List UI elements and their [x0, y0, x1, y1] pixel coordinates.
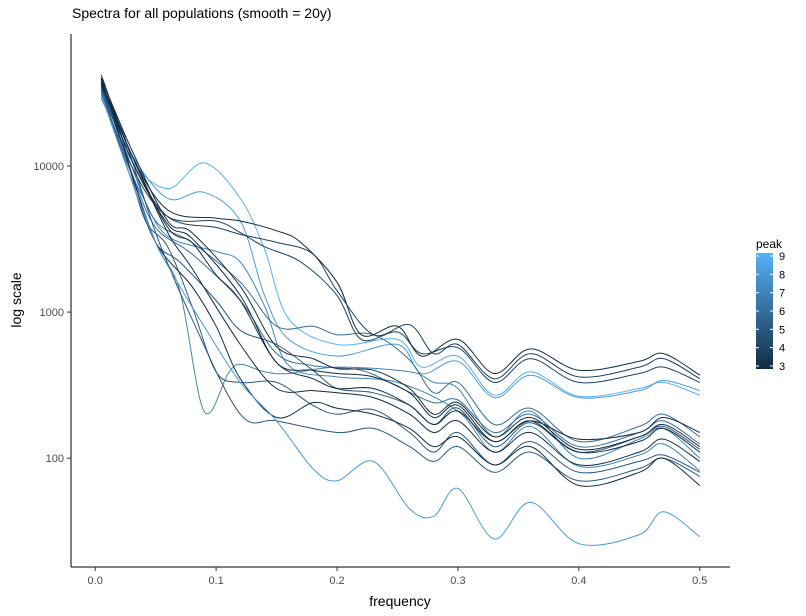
series-group	[100, 74, 701, 546]
series-line-7	[100, 86, 701, 474]
x-tick-label: 0.2	[329, 575, 344, 587]
legend-label: 6	[779, 306, 785, 318]
legend-title: peak	[756, 237, 783, 251]
series-line-14	[100, 79, 701, 454]
series-line-13	[100, 77, 701, 451]
legend-label: 7	[779, 288, 785, 300]
x-tick-label: 0.3	[450, 575, 465, 587]
series-line-16	[100, 83, 700, 443]
series-line-17	[100, 78, 701, 487]
series-line-15	[100, 81, 701, 466]
series-line-2	[100, 93, 700, 399]
plot-area: 0.0 0.1 0.2 0.3 0.4 0.5 100 1000 10000	[33, 34, 730, 587]
legend-label: 4	[779, 343, 785, 355]
series-line-3	[100, 98, 701, 460]
x-tick-label: 0.1	[208, 575, 223, 587]
x-tick-label: 0.5	[692, 575, 707, 587]
series-line-1	[100, 95, 700, 398]
series-line-8	[100, 87, 701, 453]
x-tick-label: 0.4	[571, 575, 586, 587]
x-tick-label: 0.0	[88, 575, 103, 587]
legend-ticks: 9 8 7 6 5 4 3	[756, 251, 785, 373]
y-tick-label: 10000	[33, 161, 64, 173]
y-tick-label: 100	[46, 453, 64, 465]
series-line-11	[100, 82, 701, 380]
y-ticks: 100 1000 10000	[33, 161, 71, 465]
x-ticks: 0.0 0.1 0.2 0.3 0.4 0.5	[88, 567, 707, 587]
y-tick-label: 1000	[40, 307, 64, 319]
series-line-6	[100, 88, 701, 443]
legend-label: 8	[779, 269, 785, 281]
series-line-10	[100, 84, 700, 384]
legend-label: 3	[779, 361, 785, 373]
legend: peak 9 8 7 6 5 4 3	[756, 237, 785, 373]
chart-title: Spectra for all populations (smooth = 20…	[72, 5, 332, 21]
y-axis-title: log scale	[8, 272, 24, 327]
series-line-4	[100, 90, 701, 472]
legend-label: 9	[779, 251, 785, 263]
series-line-18	[100, 95, 701, 546]
series-line-12	[100, 74, 701, 376]
legend-label: 5	[779, 324, 785, 336]
legend-colorbar	[756, 253, 773, 369]
x-axis-title: frequency	[369, 593, 430, 609]
